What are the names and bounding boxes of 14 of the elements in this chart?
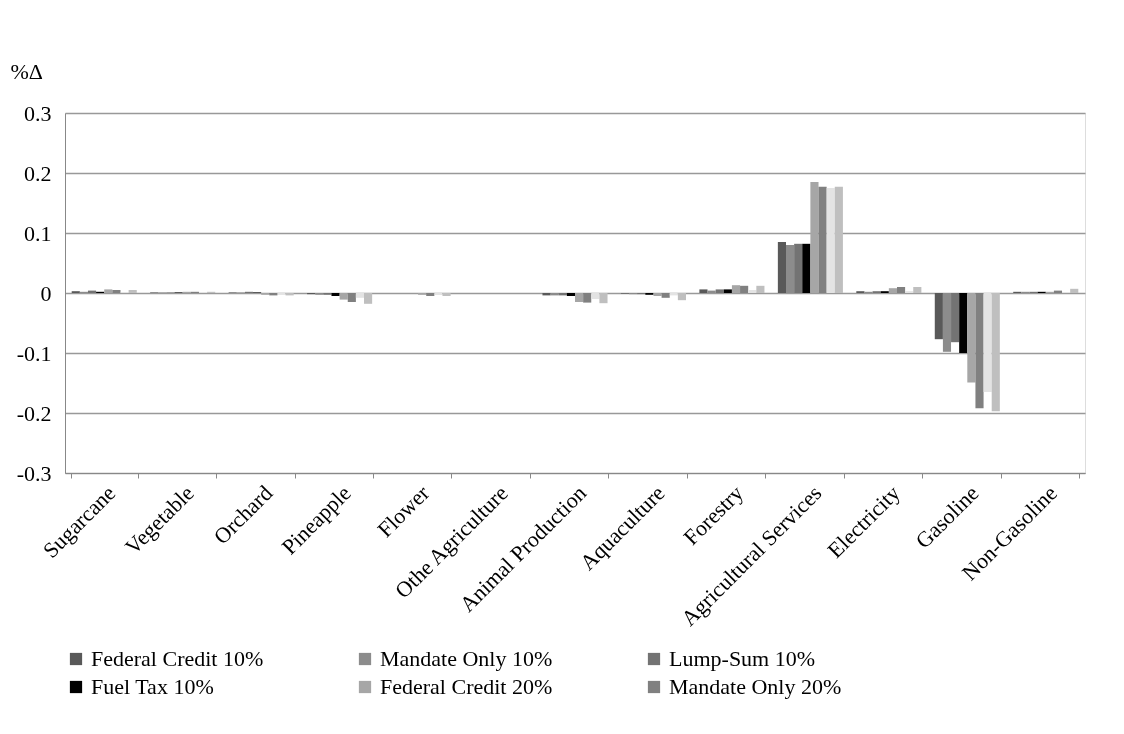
legend-label: Lump-Sum 10% bbox=[669, 646, 816, 671]
legend-label: Federal Credit 20% bbox=[380, 674, 553, 699]
y-tick-label: -0.1 bbox=[16, 340, 52, 366]
y-tick-label: 0.1 bbox=[24, 220, 52, 246]
legend-label: Federal Credit 10% bbox=[91, 646, 264, 671]
y-tick-label: 0 bbox=[40, 280, 52, 306]
y-tick-label: -0.2 bbox=[16, 400, 52, 426]
y-tick-label: 0.2 bbox=[24, 160, 52, 186]
y-tick-label: 0.3 bbox=[24, 100, 52, 126]
y-tick-label: -0.3 bbox=[16, 460, 52, 486]
legend-label: Mandate Only 10% bbox=[380, 646, 553, 671]
y-axis-title: %Δ bbox=[10, 58, 43, 84]
legend-label: Mandate Only 20% bbox=[669, 674, 842, 699]
legend-label: Fuel Tax 10% bbox=[91, 674, 214, 699]
